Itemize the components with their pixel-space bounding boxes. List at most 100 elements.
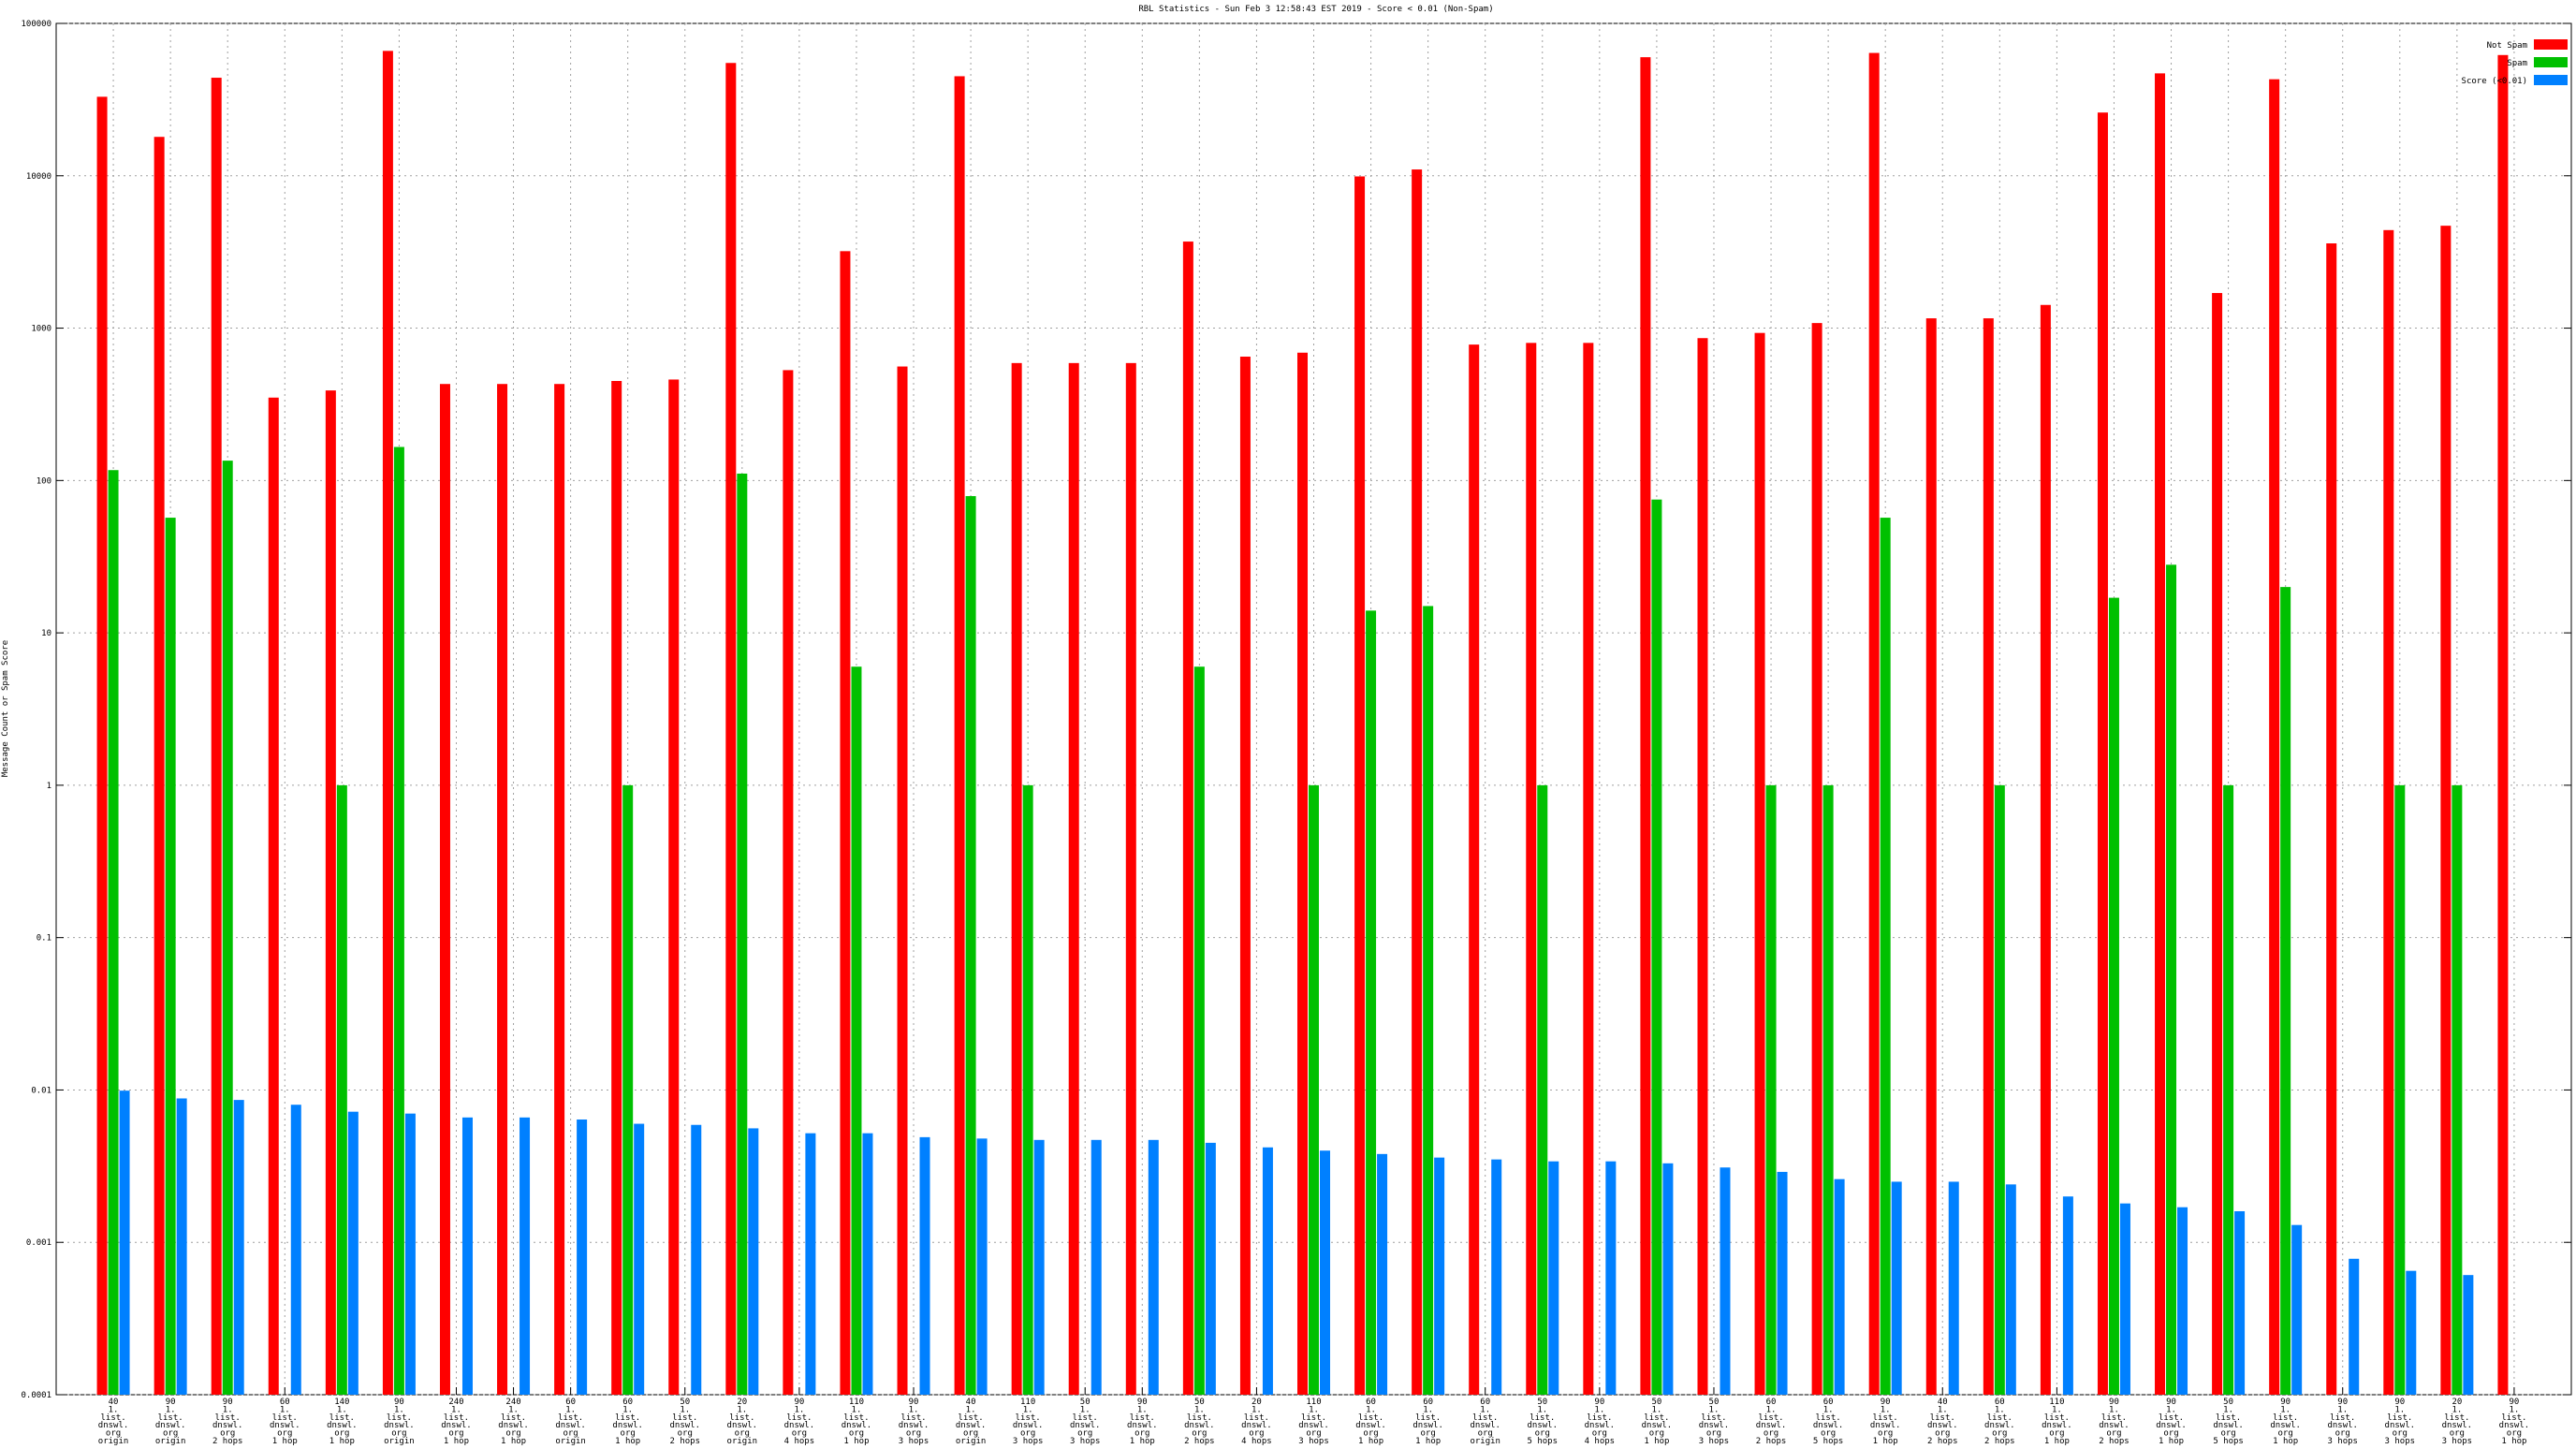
legend-swatch: [2534, 39, 2568, 50]
y-tick-label: 1000: [31, 325, 51, 334]
x-tick-label: dnswl.: [1813, 1421, 1844, 1430]
x-tick-label: org: [1306, 1429, 1321, 1439]
x-tick-label: 1 hop: [843, 1437, 869, 1446]
bar: [290, 1105, 301, 1395]
bar: [1537, 784, 1548, 1395]
x-tick-label: 1.: [2052, 1405, 2062, 1414]
x-tick-label: 1.: [1651, 1405, 1661, 1414]
x-tick-label: org: [1020, 1429, 1035, 1439]
x-tick-label: 240: [448, 1398, 463, 1407]
x-tick-label: list.: [1587, 1413, 1612, 1423]
x-tick-label: list.: [786, 1413, 812, 1423]
x-tick-label: 90: [1137, 1398, 1148, 1407]
x-tick-label: 1.: [794, 1405, 804, 1414]
x-tick-label: 3 hops: [1298, 1437, 1329, 1446]
x-tick-label: 1 hop: [329, 1437, 355, 1446]
chart-title: RBL Statistics - Sun Feb 3 12:58:43 EST …: [1138, 5, 1493, 14]
x-tick-label: dnswl.: [270, 1421, 300, 1430]
bar: [1777, 1171, 1788, 1395]
x-tick-label: list.: [101, 1413, 126, 1423]
x-tick-label: 1 hop: [1415, 1437, 1441, 1446]
x-tick-label: origin: [1470, 1437, 1500, 1446]
y-tick-label: 0.01: [31, 1086, 51, 1095]
bar: [325, 390, 336, 1396]
x-tick-label: 1.: [109, 1405, 119, 1414]
x-tick-label: dnswl.: [2442, 1421, 2473, 1430]
bar: [268, 397, 279, 1396]
x-tick-label: org: [1592, 1429, 1607, 1439]
x-tick-label: 140: [334, 1398, 349, 1407]
bar: [1033, 1139, 1045, 1395]
bar: [1262, 1147, 1273, 1395]
x-tick-label: org: [2106, 1429, 2121, 1439]
legend-label: Score (<0.01): [2462, 77, 2527, 86]
x-tick-label: dnswl.: [1013, 1421, 1044, 1430]
x-tick-label: 4 hops: [784, 1437, 815, 1446]
bar: [1309, 784, 1319, 1395]
x-tick-label: list.: [2330, 1413, 2355, 1423]
bar: [347, 1111, 359, 1395]
x-tick-label: dnswl.: [727, 1421, 758, 1430]
x-tick-label: 20: [2452, 1398, 2462, 1407]
x-tick-label: 1 hop: [1873, 1437, 1898, 1446]
x-tick-label: dnswl.: [441, 1421, 472, 1430]
bar: [2234, 1210, 2246, 1395]
x-tick-label: org: [1363, 1429, 1378, 1439]
bar: [2406, 1270, 2417, 1395]
x-tick-label: 110: [1020, 1398, 1035, 1407]
bar: [1948, 1181, 1959, 1395]
x-tick-label: 40: [966, 1398, 976, 1407]
x-tick-label: 1.: [1137, 1405, 1148, 1414]
x-tick-label: 90: [1594, 1398, 1604, 1407]
x-tick-label: 1 hop: [2273, 1437, 2298, 1446]
x-tick-label: 90: [2280, 1398, 2291, 1407]
bar: [1765, 784, 1777, 1395]
x-tick-label: list.: [2044, 1413, 2070, 1423]
bar: [2040, 304, 2051, 1396]
y-tick-label: 10: [41, 629, 51, 638]
x-tick-label: 1.: [852, 1405, 862, 1414]
x-tick-label: dnswl.: [2327, 1421, 2358, 1430]
y-tick-label: 10000: [26, 172, 51, 182]
x-tick-label: 1 hop: [615, 1437, 640, 1446]
x-tick-label: org: [1192, 1429, 1207, 1439]
x-tick-label: 50: [2223, 1398, 2233, 1407]
x-tick-label: list.: [158, 1413, 183, 1423]
x-tick-label: 1 hop: [501, 1437, 526, 1446]
x-tick-label: 1.: [1766, 1405, 1777, 1414]
x-tick-label: list.: [272, 1413, 298, 1423]
bar: [404, 1113, 416, 1395]
x-tick-label: 60: [622, 1398, 633, 1407]
bar: [382, 51, 393, 1395]
x-tick-label: origin: [555, 1437, 586, 1446]
bar: [1925, 318, 1937, 1395]
bar: [1469, 344, 1480, 1396]
x-tick-label: 4 hops: [1585, 1437, 1616, 1446]
y-tick-label: 100: [37, 476, 51, 486]
bar: [1354, 176, 1366, 1395]
x-tick-label: 50: [1194, 1398, 1205, 1407]
x-tick-label: org: [678, 1429, 693, 1439]
x-tick-label: org: [906, 1429, 921, 1439]
y-tick-label: 100000: [21, 20, 51, 29]
bar: [1811, 323, 1822, 1396]
x-tick-label: list.: [329, 1413, 355, 1423]
x-tick-label: 1.: [2223, 1405, 2233, 1414]
x-tick-label: list.: [1644, 1413, 1669, 1423]
x-tick-label: dnswl.: [1127, 1421, 1158, 1430]
x-tick-label: 1.: [2394, 1405, 2405, 1414]
bar: [2269, 79, 2280, 1395]
x-tick-label: org: [334, 1429, 349, 1439]
x-tick-label: 1.: [966, 1405, 976, 1414]
x-tick-label: dnswl.: [1585, 1421, 1616, 1430]
bar: [748, 1128, 759, 1395]
bar: [520, 1117, 531, 1395]
x-tick-label: 90: [223, 1398, 233, 1407]
bar: [1366, 610, 1377, 1395]
bar: [622, 784, 634, 1395]
x-tick-label: 1.: [1251, 1405, 1262, 1414]
x-tick-label: list.: [1472, 1413, 1498, 1423]
bar: [1011, 362, 1022, 1396]
x-tick-label: 3 hops: [2327, 1437, 2358, 1446]
bar: [1651, 499, 1662, 1395]
